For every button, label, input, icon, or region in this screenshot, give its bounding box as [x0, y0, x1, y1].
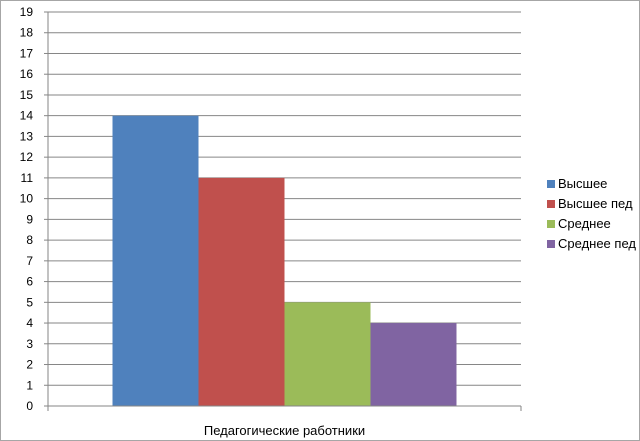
y-tick-label-5: 5	[26, 295, 33, 309]
y-tick-label-0: 0	[26, 399, 33, 413]
y-tick-label-4: 4	[26, 316, 33, 330]
y-tick-label-6: 6	[26, 275, 33, 289]
y-tick-label-10: 10	[20, 192, 34, 206]
y-tick-label-14: 14	[20, 109, 34, 123]
y-tick-label-16: 16	[20, 67, 34, 81]
y-tick-label-11: 11	[21, 171, 34, 185]
y-tick-label-17: 17	[20, 46, 34, 60]
bar-высшее	[112, 115, 199, 407]
legend-label-1: Высшее пед	[558, 196, 633, 211]
y-tick-label-19: 19	[20, 5, 34, 19]
legend: Высшее Высшее пед Среднее Среднее пед	[547, 176, 636, 251]
bar-высшее-пед	[198, 177, 285, 406]
category-labels: Педагогические работники	[204, 423, 365, 438]
legend-swatch-2	[547, 220, 555, 228]
axes	[44, 11, 522, 411]
legend-item-1: Высшее пед	[547, 196, 633, 211]
y-tick-label-8: 8	[26, 233, 33, 247]
legend-label-2: Среднее	[558, 216, 611, 231]
y-tick-label-2: 2	[26, 358, 33, 372]
y-tick-label-1: 1	[26, 378, 33, 392]
bar-среднее-пед	[370, 323, 457, 406]
legend-swatch-1	[547, 200, 555, 208]
category-label-0: Педагогические работники	[204, 423, 365, 438]
y-tick-label-13: 13	[20, 129, 34, 143]
legend-label-0: Высшее	[558, 176, 607, 191]
y-tick-label-15: 15	[20, 88, 34, 102]
y-tick-label-18: 18	[20, 26, 34, 40]
legend-label-3: Среднее пед	[558, 236, 636, 251]
legend-item-2: Среднее	[547, 216, 611, 231]
bar-среднее	[284, 302, 371, 406]
y-tick-label-7: 7	[26, 254, 33, 268]
y-tick-label-9: 9	[26, 212, 33, 226]
legend-swatch-3	[547, 240, 555, 248]
legend-item-0: Высшее	[547, 176, 607, 191]
legend-item-3: Среднее пед	[547, 236, 636, 251]
y-tick-label-12: 12	[20, 150, 34, 164]
bars	[112, 115, 457, 407]
y-tick-label-3: 3	[26, 337, 33, 351]
legend-swatch-0	[547, 180, 555, 188]
